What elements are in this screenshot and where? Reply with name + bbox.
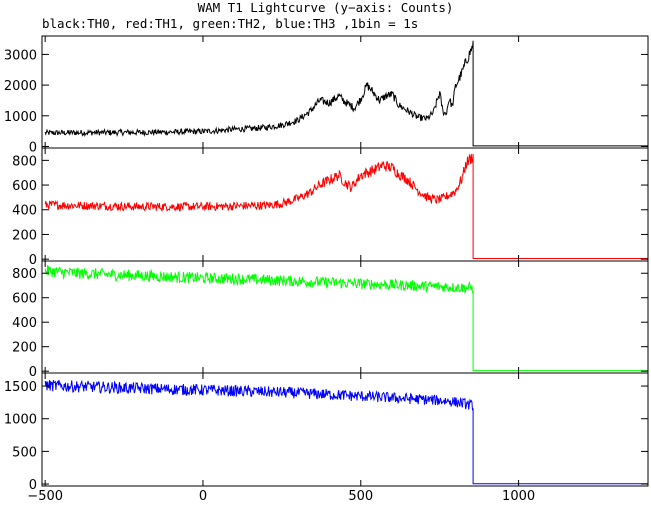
- y-tick-label: 2000: [4, 79, 37, 94]
- x-tick-label: 500: [348, 489, 373, 504]
- y-tick-label: 200: [12, 341, 37, 356]
- series-line-th2: [44, 265, 648, 372]
- y-tick-label: 1500: [4, 380, 37, 395]
- x-tick-label: 0: [199, 489, 207, 504]
- series-line-th3: [44, 379, 648, 485]
- panel-frame-2: [41, 147, 649, 262]
- y-tick-label: 600: [12, 179, 37, 194]
- y-tick-label: 0: [29, 365, 37, 380]
- y-tick-label: 600: [12, 292, 37, 307]
- y-tick-label: 400: [12, 204, 37, 219]
- y-tick-label: 400: [12, 316, 37, 331]
- x-tick-label: −500: [27, 489, 63, 504]
- y-tick-label: 0: [29, 140, 37, 155]
- panel-frame-4: [41, 372, 649, 487]
- y-tick-label: 0: [29, 478, 37, 493]
- series-line-th1: [44, 153, 648, 259]
- y-tick-label: 1000: [4, 413, 37, 428]
- y-tick-label: 800: [12, 267, 37, 282]
- y-tick-label: 800: [12, 154, 37, 169]
- y-tick-label: 0: [29, 253, 37, 268]
- y-tick-label: 3000: [4, 48, 37, 63]
- chart-title: WAM T1 Lightcurve (y−axis: Counts): [197, 0, 454, 15]
- y-tick-label: 500: [12, 445, 37, 460]
- x-tick-label: 1000: [502, 489, 535, 504]
- chart-subtitle: black:TH0, red:TH1, green:TH2, blue:TH3 …: [42, 16, 419, 31]
- series-line-th0: [44, 40, 648, 147]
- y-tick-label: 1000: [4, 110, 37, 125]
- y-tick-label: 200: [12, 228, 37, 243]
